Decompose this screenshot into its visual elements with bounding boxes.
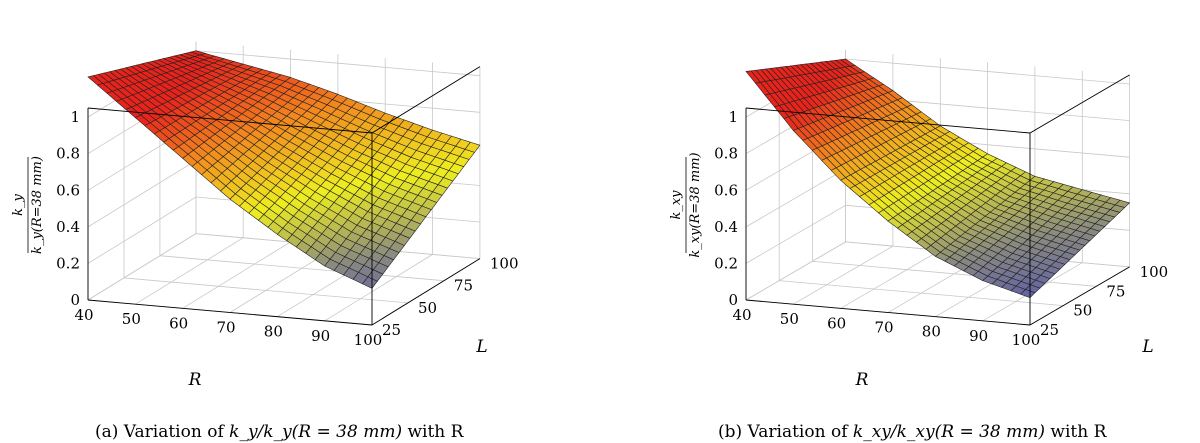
y-axis-label: L xyxy=(1141,337,1153,357)
x-tick-label: 100 xyxy=(1012,331,1041,349)
z-tick-label: 0.6 xyxy=(56,181,80,199)
z-tick-label: 0.4 xyxy=(56,218,80,236)
x-tick-label: 40 xyxy=(74,306,93,324)
axis-box xyxy=(745,74,1130,326)
x-tick-label: 90 xyxy=(969,327,988,345)
z-label-numerator: k_y xyxy=(11,193,26,215)
y-tick-label: 50 xyxy=(418,299,437,317)
y-tick-label: 100 xyxy=(490,255,519,273)
x-axis-label: R xyxy=(855,370,869,390)
y-tick-label: 75 xyxy=(454,277,473,295)
x-axis-label: R xyxy=(188,370,202,390)
x-tick-label: 40 xyxy=(732,306,751,324)
z-label-numerator: k_xy xyxy=(669,190,684,220)
x-tick-label: 60 xyxy=(827,314,846,332)
surface-mesh xyxy=(87,50,481,289)
y-tick-label: 50 xyxy=(1073,302,1092,320)
x-tick-label: 70 xyxy=(874,319,893,337)
axis-box xyxy=(87,66,481,326)
x-tick-label: 100 xyxy=(354,331,383,349)
z-axis-label: k_xy k_xy(R=38 mm) xyxy=(669,152,703,257)
z-tick-label: 0 xyxy=(728,291,738,309)
x-tick-label: 50 xyxy=(780,310,799,328)
z-tick-label: 1 xyxy=(728,108,738,126)
y-tick-label: 25 xyxy=(382,321,401,339)
z-tick-label: 0.2 xyxy=(56,254,80,272)
z-axis-label: k_y k_y(R=38 mm) xyxy=(11,156,45,254)
x-tick-label: 80 xyxy=(922,323,941,341)
z-tick-label: 0 xyxy=(70,291,80,309)
x-tick-label: 50 xyxy=(122,310,141,328)
z-tick-label: 0.2 xyxy=(714,254,738,272)
z-label-denominator: k_xy(R=38 mm) xyxy=(688,152,703,257)
y-tick-label: 25 xyxy=(1040,321,1059,339)
z-tick-label: 0.4 xyxy=(714,218,738,236)
y-tick-label: 75 xyxy=(1106,282,1125,300)
x-tick-label: 70 xyxy=(216,319,235,337)
z-label-denominator: k_y(R=38 mm) xyxy=(30,156,45,254)
z-tick-label: 0.8 xyxy=(714,145,738,163)
surface-mesh xyxy=(745,58,1131,298)
z-tick-label: 1 xyxy=(70,108,80,126)
z-tick-label: 0.8 xyxy=(56,145,80,163)
y-axis-label: L xyxy=(475,337,487,357)
caption-b: (b) Variation of k_xy/k_xy(R = 38 mm) wi… xyxy=(718,422,1108,442)
z-tick-label: 0.6 xyxy=(714,181,738,199)
x-tick-label: 80 xyxy=(264,323,283,341)
caption-a: (a) Variation of k_y/k_y(R = 38 mm) with… xyxy=(95,422,465,442)
x-tick-label: 60 xyxy=(169,314,188,332)
x-tick-label: 90 xyxy=(311,327,330,345)
y-tick-label: 100 xyxy=(1140,263,1169,281)
